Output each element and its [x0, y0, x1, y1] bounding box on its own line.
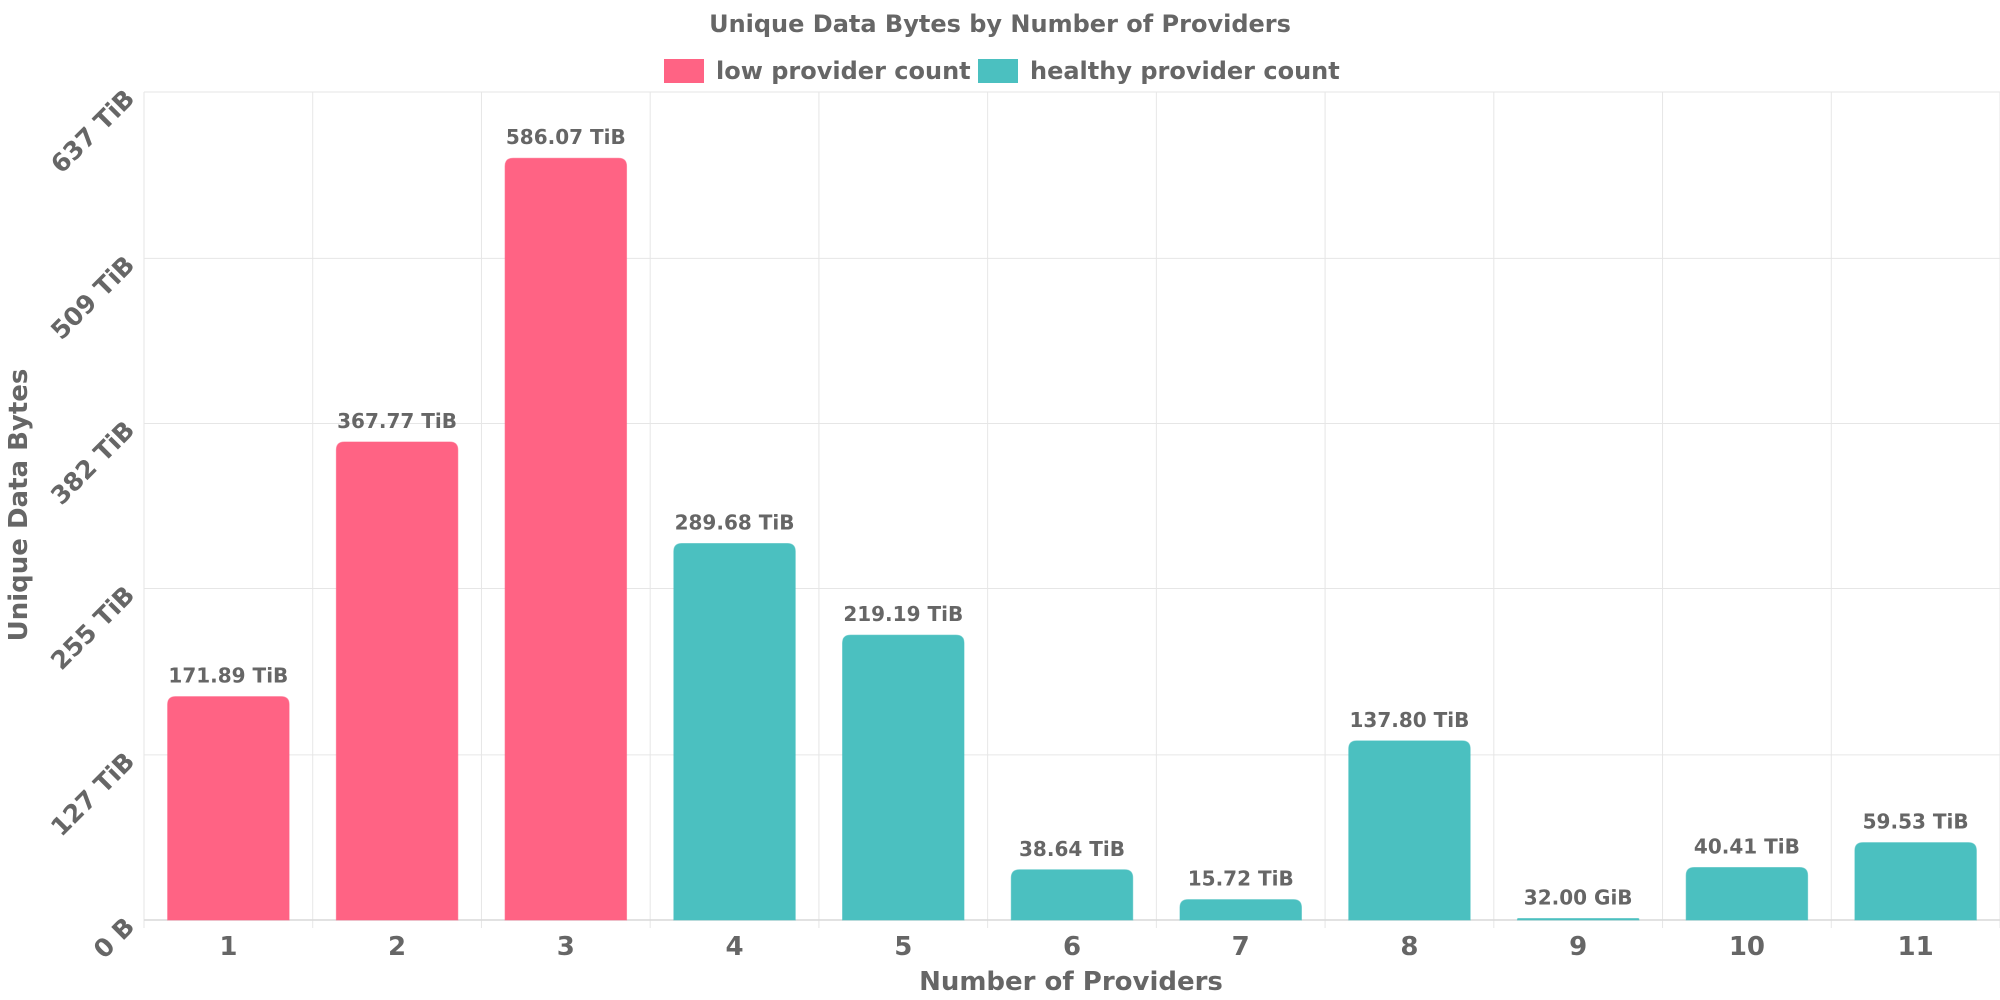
bar-6[interactable]: [1010, 869, 1134, 921]
y-tick-label: 382 TiB: [45, 415, 140, 510]
bar-5[interactable]: [842, 634, 965, 921]
x-tick-label: 4: [725, 932, 743, 962]
x-tick-label: 1: [219, 932, 237, 962]
y-axis-ticks: 0 B 127 TiB 255 TiB 382 TiB 509 TiB 637 TiB: [45, 84, 140, 964]
y-tick-label: 509 TiB: [45, 250, 140, 345]
bar-value-label-1: 171.89 TiB: [168, 664, 288, 688]
x-tick-label: 10: [1729, 932, 1765, 962]
legend-label-low[interactable]: low provider count: [716, 57, 971, 85]
x-tick-label: 6: [1063, 932, 1081, 962]
bar-10[interactable]: [1685, 866, 1809, 921]
x-axis-ticks: 1 2 3 4 5 6 7 8 9 10 11: [219, 932, 1933, 962]
bar-2[interactable]: [335, 441, 459, 921]
x-tick-label: 8: [1400, 932, 1418, 962]
x-tick-label: 9: [1569, 932, 1587, 962]
bar-value-label-3: 586.07 TiB: [506, 125, 626, 149]
bar-value-label-11: 59.53 TiB: [1863, 810, 1969, 834]
bar-8[interactable]: [1348, 740, 1471, 921]
bar-11[interactable]: [1854, 842, 1977, 921]
bar-7[interactable]: [1179, 899, 1302, 921]
x-tick-label: 3: [557, 932, 575, 962]
bar-4[interactable]: [673, 542, 796, 921]
x-tick-label: 5: [894, 932, 912, 962]
chart-title: Unique Data Bytes by Number of Providers: [709, 10, 1291, 38]
legend-label-healthy[interactable]: healthy provider count: [1030, 57, 1340, 85]
bar-value-label-10: 40.41 TiB: [1694, 834, 1800, 858]
y-tick-label: 127 TiB: [45, 747, 140, 842]
bar-value-label-7: 15.72 TiB: [1188, 867, 1294, 891]
legend: low provider count healthy provider coun…: [664, 57, 1340, 85]
bar-1[interactable]: [167, 696, 290, 921]
bar-value-label-4: 289.68 TiB: [675, 510, 795, 534]
bar-value-labels: 171.89 TiB 367.77 TiB 586.07 TiB 289.68 TiB…: [168, 125, 1968, 909]
bar-value-label-2: 367.77 TiB: [337, 409, 457, 433]
y-axis-title: Unique Data Bytes: [4, 369, 34, 642]
bar-3[interactable]: [504, 157, 628, 921]
bars: [167, 157, 1977, 921]
x-tick-label: 2: [388, 932, 406, 962]
legend-swatch-low[interactable]: [664, 59, 704, 83]
bar-9[interactable]: [1516, 918, 1640, 921]
x-tick-label: 7: [1232, 932, 1250, 962]
bar-value-label-5: 219.19 TiB: [843, 602, 963, 626]
x-axis-title: Number of Providers: [919, 967, 1223, 997]
y-tick-label: 255 TiB: [45, 580, 140, 675]
bar-value-label-6: 38.64 TiB: [1019, 837, 1125, 861]
y-tick-label: 0 B: [88, 912, 140, 964]
bar-value-label-8: 137.80 TiB: [1350, 708, 1470, 732]
x-tick-label: 11: [1898, 932, 1934, 962]
y-tick-label: 637 TiB: [45, 84, 140, 179]
legend-swatch-healthy[interactable]: [978, 59, 1018, 83]
bar-value-label-9: 32.00 GiB: [1524, 886, 1633, 910]
